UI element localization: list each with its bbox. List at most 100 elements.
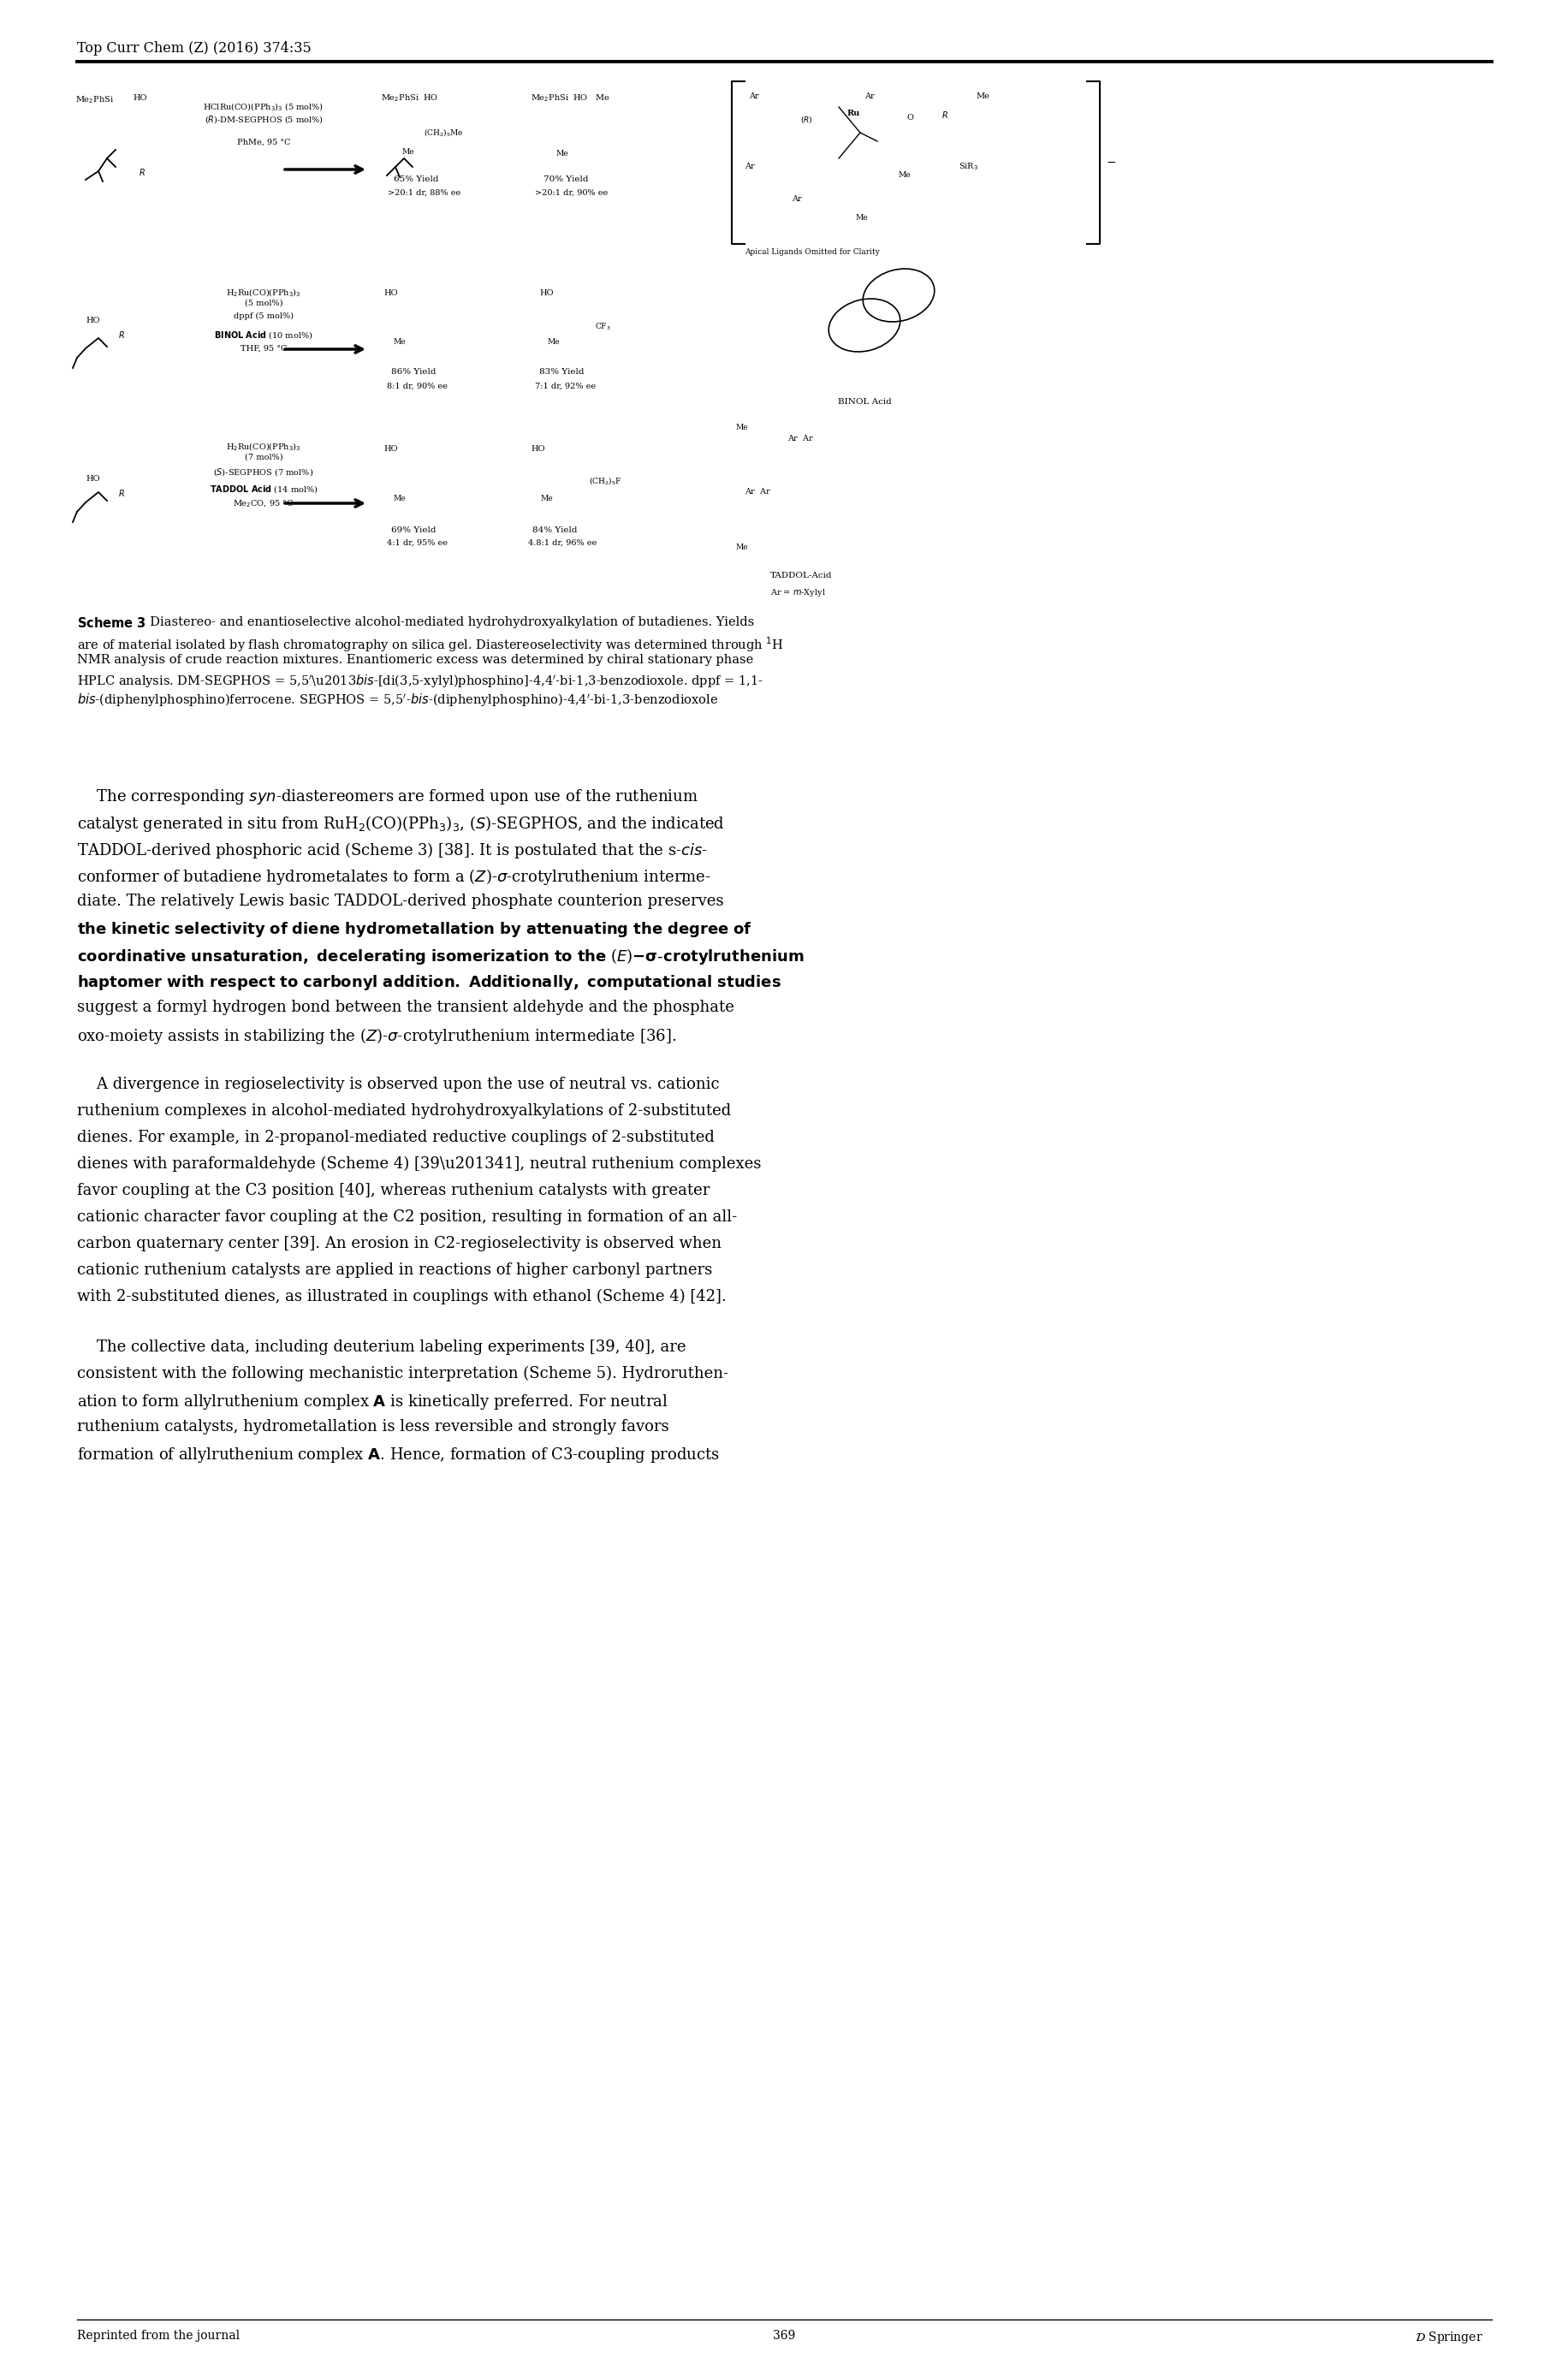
Text: HO: HO <box>86 316 100 326</box>
Text: $\mathbf{coordinative\ unsaturation,\ decelerating\ isomerization\ to\ the}$ ($\: $\mathbf{coordinative\ unsaturation,\ de… <box>77 946 803 967</box>
Text: >20:1 dr, 90% ee: >20:1 dr, 90% ee <box>535 190 607 197</box>
Text: Me: Me <box>735 544 748 551</box>
Text: Top Curr Chem (Z) (2016) 374:35: Top Curr Chem (Z) (2016) 374:35 <box>77 40 310 55</box>
Text: carbon quaternary center [39]. An erosion in C2-regioselectivity is observed whe: carbon quaternary center [39]. An erosio… <box>77 1236 721 1252</box>
Text: Ar: Ar <box>792 195 801 202</box>
Text: Me$_2$PhSi  HO: Me$_2$PhSi HO <box>381 93 437 105</box>
Text: THF, 95 °C: THF, 95 °C <box>240 345 287 352</box>
Text: conformer of butadiene hydrometalates to form a ($\mathit{Z}$)-$\sigma$-crotylru: conformer of butadiene hydrometalates to… <box>77 867 710 886</box>
Text: $\it{bis}$-(diphenylphosphino)ferrocene. SEGPHOS = 5,5$'$-$\it{bis}$-(diphenylph: $\it{bis}$-(diphenylphosphino)ferrocene.… <box>77 691 718 708</box>
Text: cationic character favor coupling at the C2 position, resulting in formation of : cationic character favor coupling at the… <box>77 1209 737 1224</box>
Text: Ar = $m$-Xylyl: Ar = $m$-Xylyl <box>770 587 825 599</box>
Text: ($R$)-DM-SEGPHOS (5 mol%): ($R$)-DM-SEGPHOS (5 mol%) <box>204 114 323 126</box>
Text: $R$: $R$ <box>118 487 125 499</box>
Text: ruthenium complexes in alcohol-mediated hydrohydroxyalkylations of 2-substituted: ruthenium complexes in alcohol-mediated … <box>77 1102 731 1119</box>
Text: Apical Ligands Omitted for Clarity: Apical Ligands Omitted for Clarity <box>745 247 880 257</box>
Text: catalyst generated in situ from RuH$_2$(CO)(PPh$_3$)$_3$, ($\mathit{S}$)-SEGPHOS: catalyst generated in situ from RuH$_2$(… <box>77 815 724 834</box>
Text: dppf (5 mol%): dppf (5 mol%) <box>234 311 293 321</box>
Text: Me: Me <box>547 337 560 347</box>
Text: Ar: Ar <box>745 162 754 171</box>
Text: Ar  Ar: Ar Ar <box>787 435 812 442</box>
Text: $R$: $R$ <box>118 330 125 340</box>
Text: Me: Me <box>898 171 911 178</box>
Text: O: O <box>906 114 914 121</box>
Text: Ru: Ru <box>847 109 859 116</box>
Text: Reprinted from the journal: Reprinted from the journal <box>77 2331 240 2343</box>
Text: formation of allylruthenium complex $\mathbf{A}$. Hence, formation of C3-couplin: formation of allylruthenium complex $\ma… <box>77 1445 720 1464</box>
Text: $R$: $R$ <box>138 166 146 178</box>
Text: 86% Yield: 86% Yield <box>390 368 436 375</box>
Text: BINOL Acid: BINOL Acid <box>837 399 891 406</box>
Text: CF$_3$: CF$_3$ <box>594 321 610 333</box>
Text: Me: Me <box>557 150 569 157</box>
Text: 4:1 dr, 95% ee: 4:1 dr, 95% ee <box>387 539 447 546</box>
Text: The collective data, including deuterium labeling experiments [39, 40], are: The collective data, including deuterium… <box>77 1340 685 1354</box>
Text: (CH$_2$)$_5$Me: (CH$_2$)$_5$Me <box>423 126 463 138</box>
Text: $\mathbf{the\ kinetic\ selectivity\ of\ diene\ hydrometallation\ by\ attenuating: $\mathbf{the\ kinetic\ selectivity\ of\ … <box>77 920 751 939</box>
Text: Me: Me <box>856 214 869 221</box>
Text: HO: HO <box>383 444 397 454</box>
Text: PhMe, 95 °C: PhMe, 95 °C <box>237 138 290 147</box>
Text: ation to form allylruthenium complex $\mathbf{A}$ is kinetically preferred. For : ation to form allylruthenium complex $\m… <box>77 1392 668 1411</box>
Text: Me$_2$CO, 95 °C: Me$_2$CO, 95 °C <box>234 499 293 508</box>
Text: ruthenium catalysts, hydrometallation is less reversible and strongly favors: ruthenium catalysts, hydrometallation is… <box>77 1418 668 1435</box>
Text: dienes. For example, in 2-propanol-mediated reductive couplings of 2-substituted: dienes. For example, in 2-propanol-media… <box>77 1131 713 1145</box>
Text: consistent with the following mechanistic interpretation (Scheme 5). Hydroruthen: consistent with the following mechanisti… <box>77 1366 728 1383</box>
Text: oxo-moiety assists in stabilizing the ($\mathit{Z}$)-$\sigma$-crotylruthenium in: oxo-moiety assists in stabilizing the ($… <box>77 1026 676 1045</box>
Text: $\bf{Scheme\ 3}$: $\bf{Scheme\ 3}$ <box>77 615 146 630</box>
Text: (7 mol%): (7 mol%) <box>245 454 282 461</box>
Text: 70% Yield: 70% Yield <box>543 176 588 183</box>
Text: 83% Yield: 83% Yield <box>539 368 583 375</box>
Text: Me: Me <box>394 337 406 347</box>
Text: H$_2$Ru(CO)(PPh$_3$)$_3$: H$_2$Ru(CO)(PPh$_3$)$_3$ <box>226 287 301 299</box>
Text: Me: Me <box>541 494 554 501</box>
Text: 4.8:1 dr, 96% ee: 4.8:1 dr, 96% ee <box>528 539 596 546</box>
Text: diate. The relatively Lewis basic TADDOL-derived phosphate counterion preserves: diate. The relatively Lewis basic TADDOL… <box>77 893 723 910</box>
Text: TADDOL-Acid: TADDOL-Acid <box>770 573 833 580</box>
Text: The corresponding $\mathit{syn}$-diastereomers are formed upon use of the ruthen: The corresponding $\mathit{syn}$-diaster… <box>77 786 698 805</box>
Text: ($S$)-SEGPHOS (7 mol%): ($S$)-SEGPHOS (7 mol%) <box>213 466 314 478</box>
Text: Me$_2$PhSi  HO   Me: Me$_2$PhSi HO Me <box>530 93 610 105</box>
Text: 369: 369 <box>773 2331 795 2343</box>
Text: $\bf{TADDOL\ Acid}$ (14 mol%): $\bf{TADDOL\ Acid}$ (14 mol%) <box>209 485 318 494</box>
Text: $\mathcal{D}$ Springer: $\mathcal{D}$ Springer <box>1414 2331 1482 2345</box>
Text: Me: Me <box>975 93 989 100</box>
Text: Me: Me <box>735 423 748 432</box>
Text: −: − <box>1105 157 1116 169</box>
Text: Ar: Ar <box>748 93 759 100</box>
Text: A divergence in regioselectivity is observed upon the use of neutral vs. cationi: A divergence in regioselectivity is obse… <box>77 1076 720 1093</box>
Text: 8:1 dr, 90% ee: 8:1 dr, 90% ee <box>387 383 447 390</box>
Text: are of material isolated by flash chromatography on silica gel. Diastereoselecti: are of material isolated by flash chroma… <box>77 634 784 653</box>
Text: dienes with paraformaldehyde (Scheme 4) [39\u201341], neutral ruthenium complexe: dienes with paraformaldehyde (Scheme 4) … <box>77 1157 760 1171</box>
Text: $\mathbf{haptomer\ with\ respect\ to\ carbonyl\ addition.\ Additionally,\ comput: $\mathbf{haptomer\ with\ respect\ to\ ca… <box>77 974 781 993</box>
Text: Me$_2$PhSi: Me$_2$PhSi <box>75 95 114 105</box>
Text: Me: Me <box>394 494 406 501</box>
Text: ($R$): ($R$) <box>800 114 812 126</box>
Text: 7:1 dr, 92% ee: 7:1 dr, 92% ee <box>535 383 596 390</box>
Text: suggest a formyl hydrogen bond between the transient aldehyde and the phosphate: suggest a formyl hydrogen bond between t… <box>77 1000 734 1015</box>
Text: 84% Yield: 84% Yield <box>532 527 577 535</box>
Text: (5 mol%): (5 mol%) <box>245 299 282 307</box>
Text: Ar: Ar <box>864 93 873 100</box>
Text: HClRu(CO)(PPh$_3$)$_3$ (5 mol%): HClRu(CO)(PPh$_3$)$_3$ (5 mol%) <box>204 102 325 112</box>
Text: favor coupling at the C3 position [40], whereas ruthenium catalysts with greater: favor coupling at the C3 position [40], … <box>77 1183 709 1198</box>
Text: HO: HO <box>530 444 544 454</box>
Text: H$_2$Ru(CO)(PPh$_3$)$_3$: H$_2$Ru(CO)(PPh$_3$)$_3$ <box>226 442 301 451</box>
Text: HO: HO <box>133 95 147 102</box>
Text: NMR analysis of crude reaction mixtures. Enantiomeric excess was determined by c: NMR analysis of crude reaction mixtures.… <box>77 653 753 665</box>
Text: with 2-substituted dienes, as illustrated in couplings with ethanol (Scheme 4) [: with 2-substituted dienes, as illustrate… <box>77 1290 726 1304</box>
Text: Me: Me <box>401 147 414 157</box>
Text: 65% Yield: 65% Yield <box>394 176 439 183</box>
Text: HO: HO <box>383 290 397 297</box>
Text: TADDOL-derived phosphoric acid (Scheme 3) [38]. It is postulated that the s-$\ma: TADDOL-derived phosphoric acid (Scheme 3… <box>77 841 707 860</box>
Text: >20:1 dr, 88% ee: >20:1 dr, 88% ee <box>387 190 461 197</box>
Text: HO: HO <box>539 290 554 297</box>
Text: Diastereo- and enantioselective alcohol-mediated hydrohydroxyalkylation of butad: Diastereo- and enantioselective alcohol-… <box>143 615 754 627</box>
Text: Ar  Ar: Ar Ar <box>745 487 770 497</box>
Text: 69% Yield: 69% Yield <box>390 527 436 535</box>
Text: HPLC analysis. DM-SEGPHOS = 5,5$'$\u2013$\it{bis}$-[di(3,5-xylyl)phosphino]-4,4$: HPLC analysis. DM-SEGPHOS = 5,5$'$\u2013… <box>77 672 764 689</box>
Text: SiR$_3$: SiR$_3$ <box>958 162 978 171</box>
Text: $\bf{BINOL\ Acid}$ (10 mol%): $\bf{BINOL\ Acid}$ (10 mol%) <box>213 330 314 340</box>
Text: (CH$_2$)$_5$F: (CH$_2$)$_5$F <box>588 475 621 487</box>
Text: cationic ruthenium catalysts are applied in reactions of higher carbonyl partner: cationic ruthenium catalysts are applied… <box>77 1262 712 1278</box>
